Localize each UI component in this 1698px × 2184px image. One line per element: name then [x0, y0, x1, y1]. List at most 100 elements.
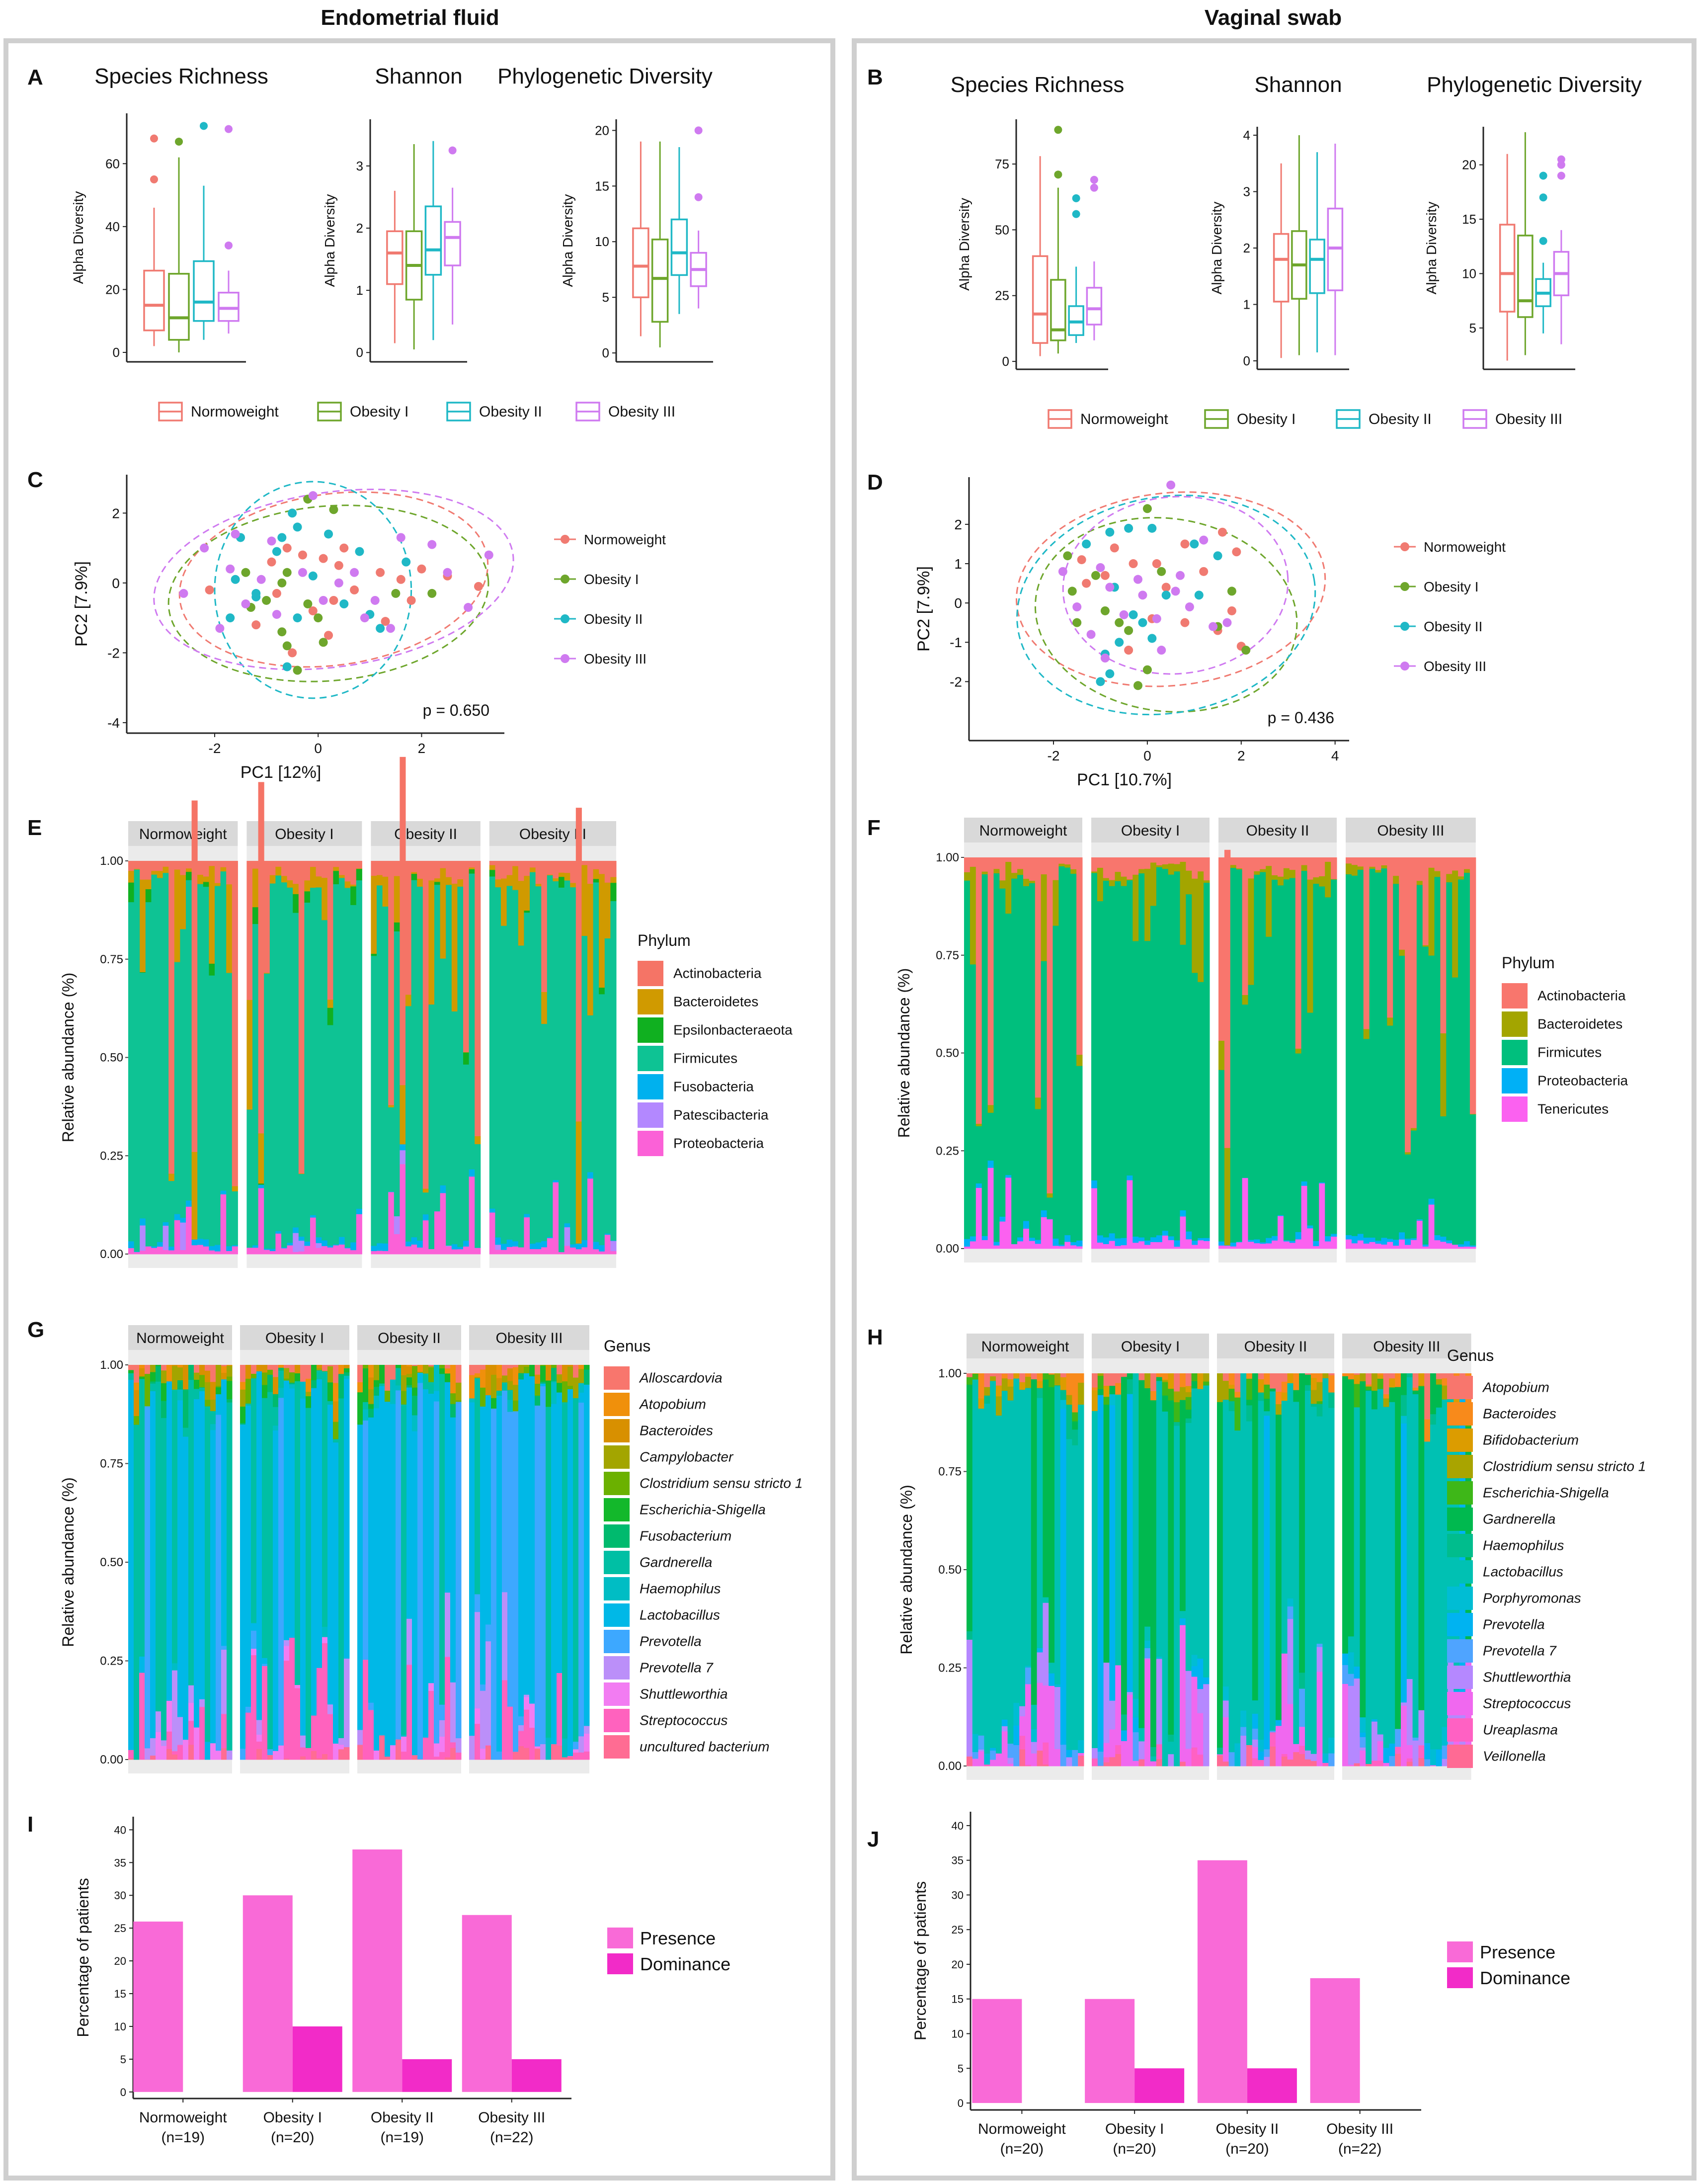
- stacked-segment: [1276, 1720, 1282, 1726]
- stacked-segment: [1436, 1407, 1443, 1750]
- stacked-segment: [440, 861, 446, 868]
- stacked-segment: [379, 1386, 385, 1736]
- y-tick-label: 30: [114, 1889, 126, 1902]
- stacked-segment: [506, 875, 513, 886]
- stacked-segment: [256, 1720, 262, 1735]
- stacked-segment: [1162, 857, 1169, 864]
- stacked-segment: [1064, 1235, 1071, 1242]
- stacked-segment: [1393, 1245, 1399, 1249]
- stacked-segment: [469, 869, 475, 874]
- panel-letter-h: H: [867, 1325, 883, 1349]
- stacked-segment: [199, 1391, 205, 1699]
- stacked-segment: [156, 1711, 162, 1732]
- stacked-segment: [1097, 1751, 1104, 1766]
- legend-swatch: [1502, 1040, 1528, 1065]
- stacked-segment: [368, 1404, 374, 1409]
- stacked-segment: [221, 1379, 227, 1646]
- stacked-segment: [1115, 1238, 1121, 1246]
- box-obesity-ii: [193, 260, 215, 322]
- stacked-segment: [581, 861, 588, 865]
- stacked-segment: [972, 1758, 979, 1766]
- stacked-segment: [194, 1379, 200, 1389]
- legend-swatch: [638, 989, 663, 1014]
- stacked-segment: [1203, 1677, 1210, 1684]
- stacked-segment: [1031, 1729, 1038, 1742]
- stacked-segment: [507, 1365, 513, 1369]
- stacked-segment: [405, 861, 412, 995]
- scatter-point: [272, 610, 281, 619]
- y-tick-label: 3: [356, 159, 363, 173]
- stacked-segment: [322, 920, 328, 1241]
- stacked-segment: [599, 873, 605, 988]
- stacked-segment: [524, 1694, 530, 1697]
- y-axis-label: Alpha Diversity: [1424, 202, 1439, 295]
- stacked-segment: [1060, 1408, 1067, 1745]
- legend-label: Prevotella 7: [640, 1660, 714, 1676]
- stacked-segment: [1342, 1376, 1349, 1654]
- stacked-segment: [374, 1386, 380, 1396]
- stacked-segment: [311, 1751, 317, 1760]
- stacked-segment: [1331, 879, 1337, 1234]
- y-tick-label: -1: [950, 635, 962, 650]
- legend-swatch: [1447, 1560, 1473, 1584]
- stacked-segment: [1109, 880, 1116, 886]
- scatter-point: [298, 550, 307, 560]
- stacked-segment: [1307, 857, 1313, 880]
- stacked-segment: [996, 1396, 1002, 1416]
- y-tick-label: 3: [1243, 184, 1250, 199]
- scatter-point: [1067, 587, 1077, 596]
- stacked-segment: [394, 1234, 400, 1255]
- stacked-segment: [1401, 1395, 1407, 1416]
- legend-label: Shuttleworthia: [640, 1686, 728, 1702]
- stacked-segment: [1310, 1754, 1317, 1762]
- y-tick-label: 1.00: [100, 854, 123, 868]
- stacked-segment: [168, 1246, 175, 1251]
- stacked-segment: [322, 1246, 328, 1255]
- stacked-segment: [1013, 1378, 1020, 1703]
- y-tick-label: 15: [595, 178, 609, 193]
- stacked-segment: [599, 1245, 605, 1252]
- scatter-point: [267, 557, 276, 567]
- stacked-segment: [1150, 1747, 1157, 1757]
- stacked-segment: [197, 861, 204, 875]
- y-tick-label: 10: [595, 234, 609, 249]
- legend-swatch: [604, 1419, 630, 1442]
- stacked-segment: [1360, 1381, 1366, 1718]
- stacked-segment: [262, 1372, 268, 1385]
- stacked-segment: [1322, 1378, 1329, 1754]
- stacked-segment: [177, 1400, 183, 1717]
- stacked-segment: [1281, 1653, 1288, 1754]
- scatter-point: [1142, 665, 1152, 674]
- stacked-segment: [972, 1734, 979, 1753]
- stacked-segment: [327, 999, 333, 1008]
- stacked-segment: [1464, 1241, 1470, 1247]
- stacked-segment: [363, 1402, 369, 1410]
- stacked-segment: [439, 1368, 445, 1374]
- stacked-segment: [1121, 1373, 1128, 1377]
- stacked-segment: [226, 1246, 233, 1251]
- stacked-segment: [1144, 1373, 1151, 1389]
- stacked-segment: [1287, 1606, 1294, 1619]
- scatter-point: [339, 543, 349, 553]
- stacked-segment: [1422, 857, 1429, 945]
- stacked-segment: [287, 1245, 293, 1255]
- stacked-segment: [1168, 1240, 1175, 1249]
- stacked-segment: [1058, 866, 1065, 1245]
- stacked-segment: [1060, 1390, 1067, 1400]
- stacked-segment: [339, 875, 345, 878]
- stacked-segment: [256, 1734, 262, 1742]
- box-outlier: [1539, 171, 1547, 180]
- stacked-segment: [350, 1250, 357, 1255]
- stacked-segment: [379, 1735, 385, 1760]
- stacked-segment: [1078, 1373, 1084, 1383]
- stacked-segment: [1325, 857, 1331, 862]
- stacked-segment: [1276, 1404, 1282, 1415]
- legend-label: Clostridium sensu stricto 1: [640, 1476, 803, 1491]
- stacked-segment: [327, 1704, 333, 1714]
- box-normoweight: [386, 230, 404, 285]
- stacked-segment: [1150, 862, 1157, 906]
- stacked-segment: [162, 1222, 169, 1226]
- stacked-segment: [1097, 901, 1104, 1236]
- stacked-segment: [1270, 1730, 1276, 1733]
- panel-letter-d: D: [867, 470, 883, 495]
